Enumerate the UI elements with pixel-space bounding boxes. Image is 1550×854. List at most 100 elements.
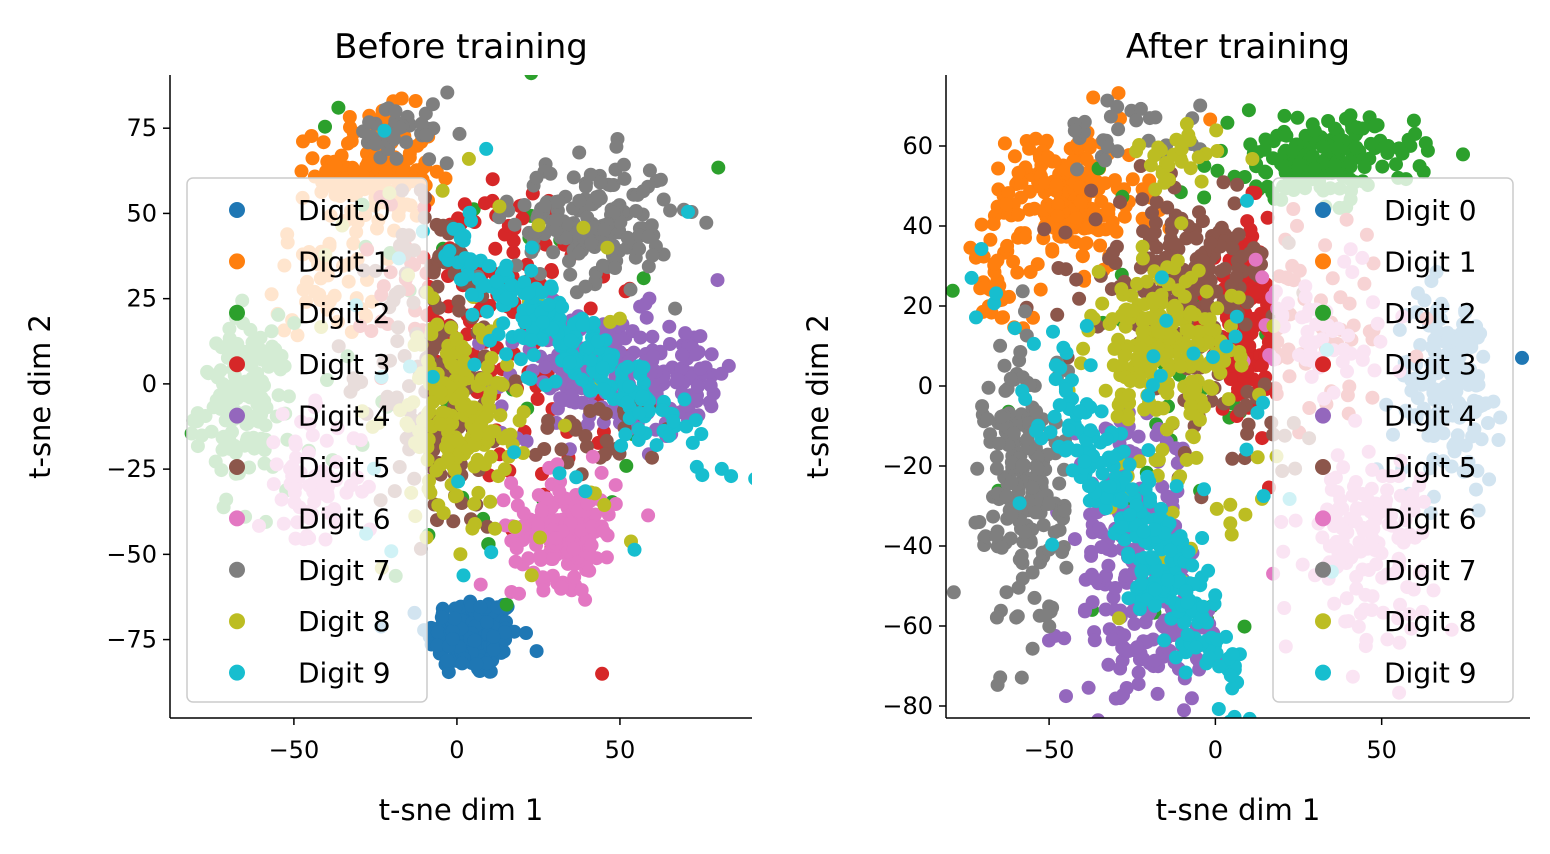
- data-point: [464, 256, 479, 271]
- data-point: [1254, 306, 1268, 321]
- y-tick-label: −20: [882, 452, 933, 480]
- data-point: [693, 361, 708, 376]
- data-point: [564, 388, 579, 403]
- data-point: [1094, 404, 1109, 419]
- data-point: [1131, 429, 1146, 444]
- data-point: [486, 642, 501, 657]
- data-point: [711, 160, 726, 175]
- data-point: [506, 245, 521, 260]
- data-point: [594, 465, 609, 480]
- data-point: [583, 167, 598, 182]
- data-point: [451, 474, 466, 489]
- data-point: [586, 315, 601, 330]
- data-point: [389, 151, 404, 166]
- data-point: [1099, 490, 1114, 505]
- data-point: [609, 139, 624, 154]
- data-point: [1087, 633, 1102, 648]
- data-point: [991, 436, 1006, 451]
- legend-label: Digit 9: [298, 657, 391, 690]
- data-point: [414, 116, 429, 131]
- data-point: [608, 478, 623, 493]
- data-point: [541, 297, 556, 312]
- data-point: [989, 529, 1004, 544]
- data-point: [1179, 116, 1194, 131]
- data-point: [483, 494, 498, 509]
- data-point: [678, 326, 693, 341]
- data-point: [1243, 137, 1258, 152]
- data-point: [644, 218, 659, 233]
- data-point: [1069, 211, 1084, 225]
- data-point: [552, 484, 567, 499]
- data-point: [554, 580, 569, 595]
- y-tick-label: −60: [882, 612, 933, 640]
- data-point: [1038, 175, 1053, 190]
- data-point: [1084, 183, 1099, 198]
- data-point: [1456, 147, 1470, 162]
- data-point: [619, 458, 634, 473]
- legend-label: Digit 3: [1384, 348, 1477, 381]
- data-point: [1197, 482, 1211, 497]
- data-point: [464, 213, 478, 228]
- data-point: [1177, 703, 1191, 718]
- data-point: [662, 319, 677, 334]
- data-point: [1188, 640, 1203, 655]
- data-point: [1148, 582, 1163, 597]
- data-point: [572, 145, 587, 160]
- data-point: [1055, 545, 1070, 559]
- data-point: [1083, 423, 1098, 438]
- data-point: [1408, 126, 1423, 141]
- data-point: [447, 463, 462, 478]
- data-point: [1170, 532, 1185, 546]
- data-point: [1067, 123, 1082, 138]
- legend-marker: [229, 510, 245, 527]
- data-point: [452, 303, 467, 318]
- data-point: [538, 378, 553, 393]
- y-tick-label: 50: [126, 199, 157, 227]
- data-point: [1106, 450, 1121, 465]
- legend-label: Digit 7: [1384, 554, 1477, 587]
- data-point: [454, 398, 469, 413]
- data-point: [1018, 230, 1032, 245]
- data-point: [464, 287, 479, 302]
- legend-label: Digit 1: [298, 245, 391, 278]
- data-point: [1113, 661, 1128, 676]
- data-point: [1140, 470, 1155, 485]
- data-point: [1229, 269, 1244, 284]
- data-point: [1159, 313, 1174, 328]
- data-point: [347, 163, 362, 178]
- data-point: [1131, 665, 1146, 680]
- data-point: [695, 468, 710, 483]
- data-point: [519, 434, 534, 449]
- data-point: [343, 120, 357, 135]
- data-point: [583, 352, 598, 367]
- data-point: [1056, 340, 1071, 355]
- data-point: [1052, 398, 1067, 413]
- data-point: [520, 370, 535, 385]
- data-point: [1091, 264, 1106, 279]
- data-point: [618, 427, 633, 442]
- data-point: [461, 151, 476, 166]
- data-point: [1037, 222, 1052, 237]
- data-point: [1101, 202, 1116, 217]
- data-point: [1367, 119, 1382, 134]
- data-point: [1241, 103, 1256, 118]
- data-point: [1049, 178, 1064, 193]
- data-point: [598, 406, 613, 421]
- data-point: [989, 610, 1004, 625]
- data-point: [636, 184, 651, 199]
- data-point: [981, 380, 996, 395]
- data-point: [508, 554, 523, 569]
- y-tick-label: 25: [126, 285, 157, 313]
- legend-label: Digit 6: [298, 502, 391, 535]
- data-point: [509, 383, 524, 398]
- data-point: [999, 488, 1014, 503]
- data-point: [1130, 640, 1145, 655]
- data-point: [1181, 544, 1196, 559]
- data-point: [566, 542, 581, 557]
- data-point: [1033, 282, 1048, 297]
- data-point: [1013, 345, 1028, 359]
- data-point: [1017, 525, 1032, 540]
- data-point: [1045, 244, 1060, 259]
- data-point: [1145, 378, 1160, 393]
- data-point: [997, 358, 1012, 373]
